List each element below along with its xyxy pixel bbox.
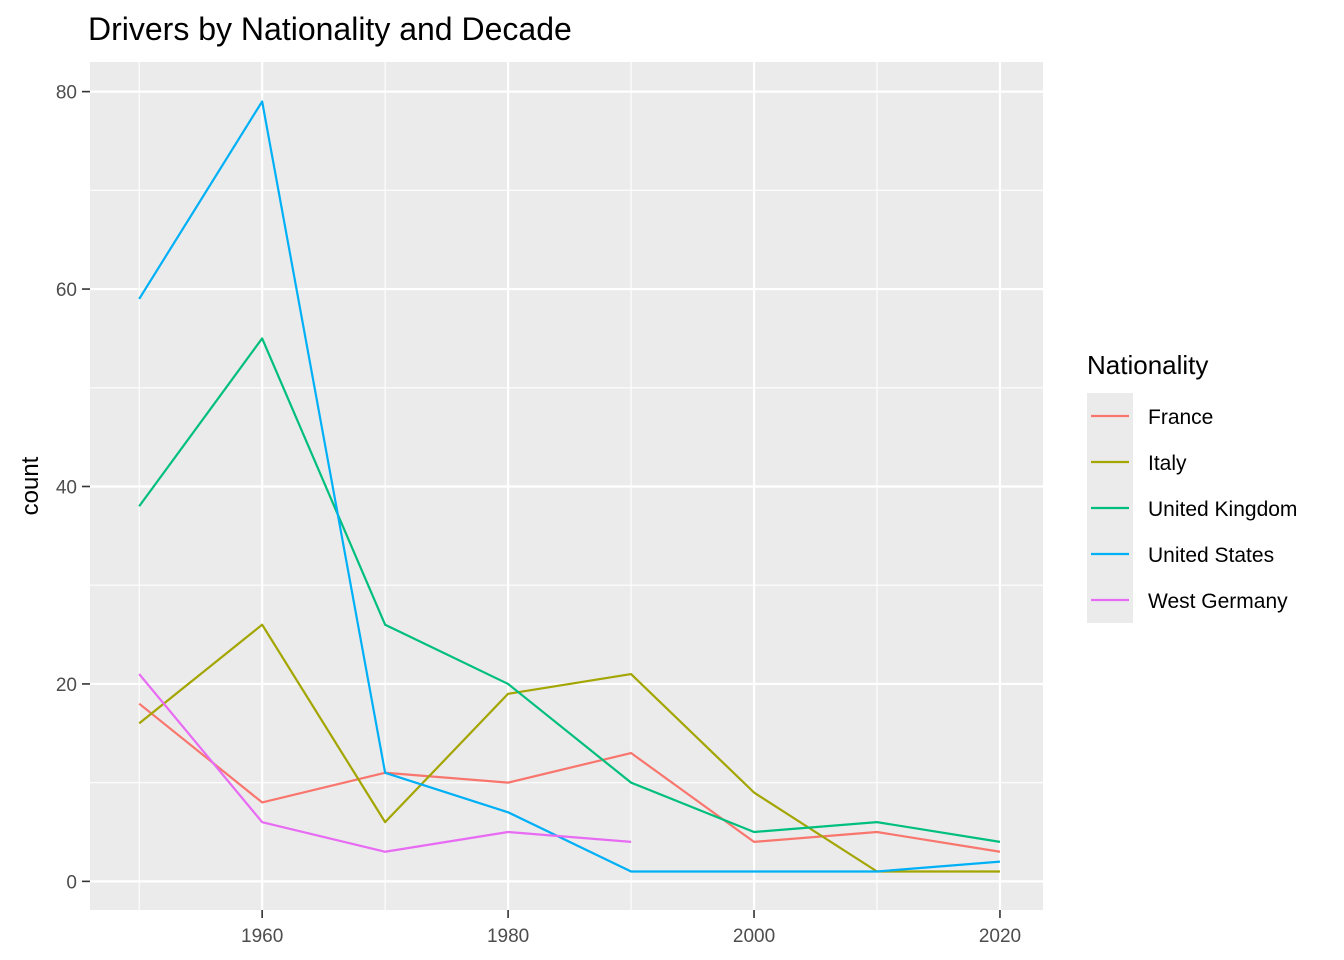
series-line-italy xyxy=(138,623,1000,873)
chart-title: Drivers by Nationality and Decade xyxy=(88,11,572,47)
series-line-united-states xyxy=(138,100,1001,873)
x-tick-label: 1960 xyxy=(241,926,283,947)
y-axis-title: count xyxy=(17,456,44,515)
y-tick-label: 80 xyxy=(56,83,77,104)
legend-label: West Germany xyxy=(1148,590,1288,613)
x-tick-label: 1980 xyxy=(487,926,529,947)
x-tick-label: 2020 xyxy=(979,926,1021,947)
x-axis: 1960 1980 2000 2020 xyxy=(241,910,1021,947)
legend-label: France xyxy=(1148,406,1213,429)
series-line-france xyxy=(138,702,1001,853)
y-tick-label: 20 xyxy=(56,675,77,696)
series-line-united-kingdom xyxy=(138,337,1001,843)
x-tick-label: 2000 xyxy=(733,926,775,947)
legend-label: United Kingdom xyxy=(1148,498,1297,521)
series-line-west-germany xyxy=(138,673,632,853)
legend-label: United States xyxy=(1148,544,1274,567)
y-axis: 0 20 40 60 80 xyxy=(56,83,90,893)
legend-items: France Italy United Kingdom United States We… xyxy=(1091,406,1297,613)
y-tick-label: 40 xyxy=(56,477,77,498)
series-lines xyxy=(138,100,1001,873)
y-tick-label: 60 xyxy=(56,280,77,301)
legend-label: Italy xyxy=(1148,452,1187,475)
legend-title: Nationality xyxy=(1087,350,1208,380)
y-tick-label: 0 xyxy=(66,872,77,893)
legend: Nationality France Italy United Kingdom Uni… xyxy=(1087,350,1297,623)
